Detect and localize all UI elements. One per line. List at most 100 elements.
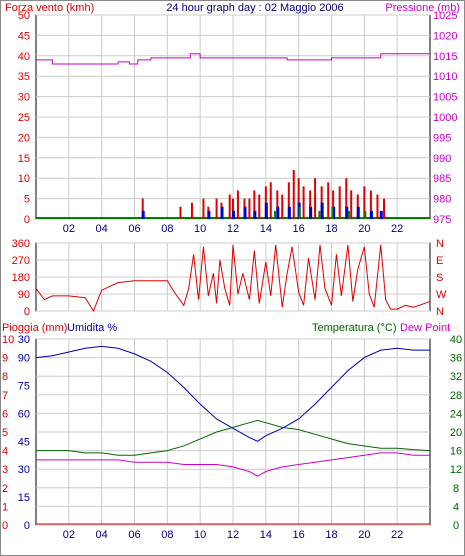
wind-avg-bar: [207, 210, 211, 219]
temperature-tick-label: 32: [450, 371, 462, 383]
pressure-tick-label: 1000: [433, 112, 457, 124]
rain-tick-label: 7: [2, 390, 8, 402]
wind-gust-bar: [248, 198, 251, 219]
x-tick-label: 08: [161, 529, 173, 541]
temperature-tick-label: 24: [450, 408, 462, 420]
x-tick-label: 12: [227, 529, 239, 541]
temp-humidity-panel: 0123456789100153045607590300481216202428…: [2, 334, 462, 541]
temperature-axis-label: Temperatura (°C): [312, 322, 396, 334]
direction-tick-label: 90: [18, 289, 30, 301]
wind-gust-bar: [338, 186, 341, 219]
x-tick-label: 04: [96, 223, 108, 235]
humidity-tick-label: 15: [18, 492, 30, 504]
wind-tick-label: 30: [18, 92, 30, 104]
compass-label: S: [436, 272, 443, 284]
wind-gust-bar: [383, 198, 386, 219]
x-tick-label: 06: [128, 223, 140, 235]
wind-avg-bar: [356, 206, 360, 219]
dewpoint-axis-label: Dew Point: [400, 322, 450, 334]
wind-tick-label: 50: [18, 10, 30, 22]
wind-avg-bar: [232, 210, 235, 219]
wind-direction-line: [35, 244, 431, 313]
wind-calm-bar: [347, 210, 350, 219]
pressure-tick-label: 1010: [433, 71, 457, 83]
wind-tick-label: 40: [18, 51, 30, 63]
wind-calm-bar: [274, 210, 277, 219]
wind-tick-label: 35: [18, 71, 30, 83]
wind-gust-bar: [363, 186, 366, 219]
wind-gust-bar: [332, 190, 335, 219]
humidity-tick-label: 0: [24, 520, 30, 532]
wind-avg-bar: [287, 206, 291, 219]
chart-title: 24 hour graph day : 02 Maggio 2006: [166, 2, 343, 14]
wind-gust-bar: [350, 190, 353, 219]
wind-tick-label: 0: [24, 214, 30, 226]
rain-tick-label: 3: [2, 464, 8, 476]
x-tick-label: 22: [391, 223, 403, 235]
wind-avg-bar: [379, 210, 383, 219]
wind-gust-bar: [314, 178, 317, 219]
rain-tick-label: 2: [2, 483, 8, 495]
wind-tick-label: 5: [24, 194, 30, 206]
wind-gust-bar: [327, 182, 330, 219]
temperature-line: [36, 419, 431, 456]
pressure-tick-label: 990: [433, 153, 451, 165]
wind-gust-bar: [297, 178, 300, 219]
wind-gust-bar: [228, 194, 231, 219]
humidity-tick-label: 75: [18, 381, 30, 393]
wind-avg-bar: [276, 206, 280, 219]
temperature-tick-label: 12: [450, 464, 462, 476]
wind-gust-bar: [236, 190, 239, 219]
temperature-tick-label: 16: [450, 446, 462, 458]
rain-tick-label: 6: [2, 408, 8, 420]
x-tick-label: 02: [63, 529, 75, 541]
pressure-tick-label: 985: [433, 173, 451, 185]
wind-gust-bar: [369, 190, 372, 219]
wind-avg-bar: [253, 210, 257, 219]
wind-gust-bar: [302, 186, 305, 219]
temperature-tick-label: 40: [450, 334, 462, 346]
wind-tick-label: 20: [18, 132, 30, 144]
x-tick-label: 02: [63, 223, 75, 235]
rain-tick-label: 1: [2, 501, 8, 513]
x-tick-label: 12: [227, 223, 239, 235]
direction-tick-label: 270: [12, 255, 30, 267]
humidity-tick-label: 30: [18, 334, 30, 346]
rain-tick-label: 10: [2, 334, 14, 346]
wind-gust-bar: [287, 182, 290, 219]
x-tick-label: 20: [358, 529, 370, 541]
pressure-tick-label: 1020: [433, 30, 457, 42]
x-tick-label: 10: [194, 529, 206, 541]
wind-gust-bar: [215, 198, 218, 219]
wind-gust-bar: [309, 190, 312, 219]
wind-tick-label: 10: [18, 173, 30, 185]
temperature-tick-label: 28: [450, 390, 462, 402]
x-tick-label: 18: [325, 223, 337, 235]
wind-direction-panel: 0 N 90 W 180 S 270 E 360 N: [12, 238, 447, 318]
wind-avg-bar: [332, 206, 336, 219]
x-tick-label: 22: [391, 529, 403, 541]
x-tick-label: 16: [293, 223, 305, 235]
wind-gust-bar: [292, 170, 295, 219]
compass-label: E: [436, 255, 443, 267]
direction-tick-label: 0: [24, 306, 30, 318]
wind-gust-bar: [281, 194, 284, 219]
temperature-tick-label: 20: [450, 427, 462, 439]
temperature-tick-label: 0: [453, 520, 459, 532]
wind-pressure-panel: 0510152025303540455097598098599099510001…: [18, 10, 458, 235]
wind-gust-bar: [253, 190, 256, 219]
wind-gust-bar: [232, 198, 234, 219]
wind-calm-bar: [318, 210, 321, 219]
humidity-line: [35, 345, 430, 442]
wind-gust-bar: [141, 198, 144, 219]
dewpoint-line: [36, 452, 430, 477]
direction-tick-label: 360: [12, 238, 30, 250]
pressure-tick-label: 1005: [433, 92, 457, 104]
wind-tick-label: 25: [18, 112, 30, 124]
x-tick-label: 06: [128, 529, 140, 541]
pressure-tick-label: 980: [433, 194, 451, 206]
temperature-tick-label: 36: [450, 353, 462, 365]
humidity-tick-label: 30: [18, 464, 30, 476]
wind-gust-bar: [269, 182, 272, 219]
wind-calm-bar: [331, 206, 334, 219]
